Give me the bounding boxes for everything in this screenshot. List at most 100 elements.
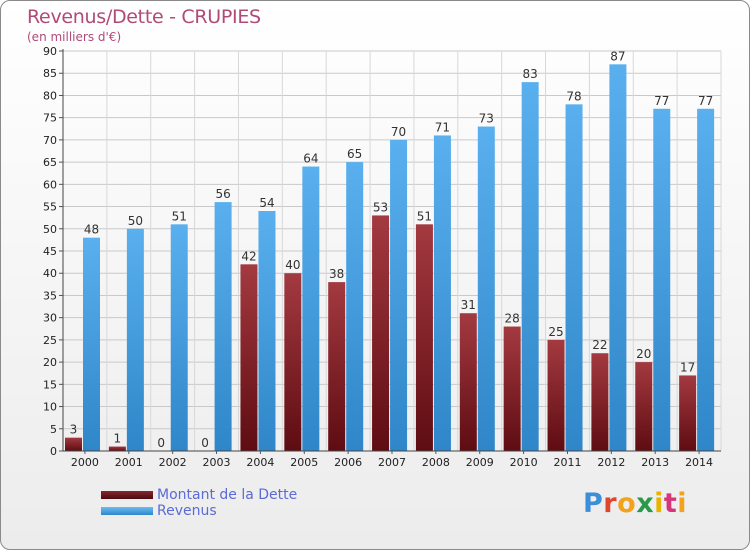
bar-debt: [372, 215, 390, 451]
bar-debt: [284, 273, 302, 451]
logo-letter: r: [603, 488, 618, 519]
legend-item-debt: Montant de la Dette: [101, 487, 297, 503]
bar-revenus-value-label: 54: [259, 196, 274, 210]
bar-debt-value-label: 38: [329, 267, 344, 281]
legend-swatch-debt: [101, 491, 153, 499]
x-tick-label: 2000: [71, 456, 99, 469]
x-tick-label: 2007: [378, 456, 406, 469]
x-tick-label: 2001: [115, 456, 143, 469]
legend: Montant de la Dette Revenus: [101, 487, 297, 519]
y-tick-label: 60: [43, 178, 57, 191]
bar-revenus-value-label: 48: [84, 223, 99, 237]
bar-debt-value-label: 31: [461, 298, 476, 312]
bar-debt-value-label: 0: [201, 436, 209, 450]
y-tick-label: 70: [43, 134, 57, 147]
y-tick-label: 85: [43, 67, 57, 80]
x-tick-label: 2009: [466, 456, 494, 469]
y-tick-label: 30: [43, 312, 57, 325]
bar-revenus: [346, 162, 364, 451]
bar-debt-value-label: 28: [505, 312, 520, 326]
bar-revenus: [565, 104, 583, 451]
legend-label-debt: Montant de la Dette: [157, 487, 298, 503]
y-tick-label: 80: [43, 89, 57, 102]
bar-debt: [503, 326, 521, 451]
bar-revenus: [302, 166, 320, 452]
y-tick-label: 50: [43, 223, 57, 236]
bar-debt-value-label: 40: [285, 258, 300, 272]
chart-title: Revenus/Dette - CRUPIES: [27, 6, 261, 28]
bar-debt: [240, 264, 258, 451]
bar-revenus: [609, 64, 627, 452]
bar-debt: [635, 362, 653, 451]
x-tick-label: 2004: [246, 456, 274, 469]
y-tick-label: 10: [43, 401, 57, 414]
x-tick-label: 2011: [553, 456, 581, 469]
bar-debt: [591, 353, 609, 451]
bar-revenus-value-label: 77: [654, 94, 669, 108]
bar-debt: [459, 313, 477, 451]
bar-debt: [415, 224, 433, 451]
logo-letter: x: [636, 488, 655, 519]
logo-letter: t: [663, 488, 678, 519]
y-tick-label: 20: [43, 356, 57, 369]
x-tick-label: 2006: [334, 456, 362, 469]
bar-debt-value-label: 17: [680, 360, 695, 374]
y-tick-label: 15: [43, 378, 57, 391]
bar-debt-value-label: 0: [157, 436, 165, 450]
bar-revenus-value-label: 50: [128, 214, 143, 228]
x-tick-label: 2003: [203, 456, 231, 469]
bar-revenus-value-label: 51: [172, 209, 187, 223]
logo-letter: i: [677, 488, 688, 519]
bar-debt: [547, 339, 565, 451]
y-tick-label: 90: [43, 45, 57, 58]
x-tick-label: 2014: [685, 456, 713, 469]
bar-debt: [328, 282, 346, 451]
bar-revenus-value-label: 78: [566, 89, 581, 103]
x-tick-label: 2008: [422, 456, 450, 469]
bar-revenus-value-label: 64: [303, 152, 318, 166]
y-tick-label: 55: [43, 201, 57, 214]
y-tick-label: 65: [43, 156, 57, 169]
y-tick-label: 0: [50, 445, 57, 458]
bar-debt-value-label: 42: [241, 249, 256, 263]
proxiti-logo: Proxiti: [583, 488, 687, 519]
bar-revenus-value-label: 73: [479, 112, 494, 126]
bar-revenus: [126, 228, 144, 451]
y-tick-label: 40: [43, 267, 57, 280]
bar-revenus-value-label: 83: [523, 67, 538, 81]
bar-revenus: [433, 135, 451, 451]
x-tick-label: 2012: [597, 456, 625, 469]
bar-revenus-value-label: 77: [698, 94, 713, 108]
bar-revenus-value-label: 70: [391, 125, 406, 139]
bar-revenus: [214, 202, 232, 451]
x-tick-label: 2010: [510, 456, 538, 469]
bar-revenus: [83, 237, 100, 451]
bar-debt-value-label: 1: [114, 432, 122, 446]
y-tick-label: 35: [43, 289, 57, 302]
bar-debt-value-label: 20: [636, 347, 651, 361]
x-tick-label: 2002: [159, 456, 187, 469]
legend-label-revenus: Revenus: [157, 503, 217, 519]
bar-revenus-value-label: 65: [347, 147, 362, 161]
bar-debt: [65, 437, 82, 451]
bar-debt-value-label: 22: [592, 338, 607, 352]
bar-debt: [108, 446, 126, 451]
bar-debt-value-label: 3: [70, 423, 78, 437]
bar-revenus: [521, 82, 539, 451]
bar-debt-value-label: 53: [373, 200, 388, 214]
y-tick-label: 45: [43, 245, 57, 258]
bar-revenus: [477, 126, 495, 452]
legend-item-revenus: Revenus: [101, 503, 297, 519]
logo-letter: P: [583, 488, 604, 519]
legend-swatch-revenus: [101, 507, 153, 515]
x-tick-label: 2005: [290, 456, 318, 469]
x-tick-label: 2013: [641, 456, 669, 469]
bar-debt: [679, 375, 697, 451]
bar-revenus-value-label: 71: [435, 120, 450, 134]
y-tick-label: 5: [50, 423, 57, 436]
y-tick-label: 75: [43, 112, 57, 125]
logo-letter: i: [654, 488, 664, 519]
bar-revenus: [170, 224, 188, 451]
